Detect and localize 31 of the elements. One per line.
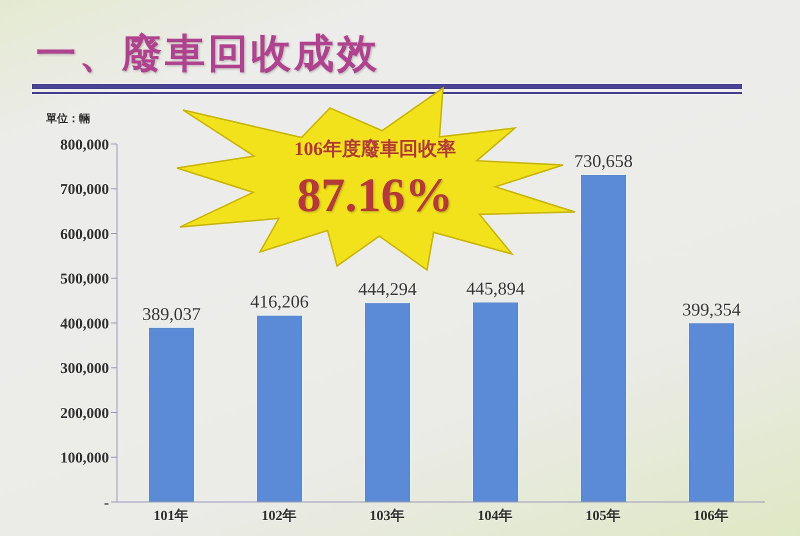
bar xyxy=(581,175,626,502)
y-tick-label: - xyxy=(104,495,109,512)
x-tick-label: 103年 xyxy=(370,508,404,524)
data-label: 399,354 xyxy=(682,299,741,320)
x-tick-label: 104年 xyxy=(478,508,512,524)
bar xyxy=(689,323,734,502)
x-tick-label: 102年 xyxy=(262,508,296,524)
y-tick-label: 500,000 xyxy=(60,272,109,288)
y-tick-label: 300,000 xyxy=(60,361,109,378)
y-tick-label: 600,000 xyxy=(60,226,109,243)
bar xyxy=(473,302,518,502)
data-label: 389,037 xyxy=(142,304,201,324)
x-tick-label: 101年 xyxy=(154,508,188,524)
y-axis-title: 單位：輛 xyxy=(46,111,90,126)
data-label: 444,294 xyxy=(358,279,417,300)
annotation: 106年度廢車回收率 xyxy=(293,138,457,162)
y-tick-label: 400,000 xyxy=(60,316,109,332)
y-tick-label: 200,000 xyxy=(60,406,109,422)
bar xyxy=(257,316,302,502)
y-tick-label: 800,000 xyxy=(60,137,109,154)
data-label: 730,658 xyxy=(574,151,633,172)
data-label: 416,206 xyxy=(250,292,309,312)
y-tick-label: 700,000 xyxy=(60,182,109,198)
x-tick-label: 105年 xyxy=(586,508,620,524)
chart-title: 一、廢車回收成效 xyxy=(36,30,380,79)
bar xyxy=(149,328,194,502)
x-tick-label: 106年 xyxy=(694,508,728,524)
bar xyxy=(365,303,410,502)
y-tick-label: 100,000 xyxy=(60,450,109,467)
annotation: 87.16% xyxy=(296,168,454,223)
data-label: 445,894 xyxy=(466,278,525,298)
